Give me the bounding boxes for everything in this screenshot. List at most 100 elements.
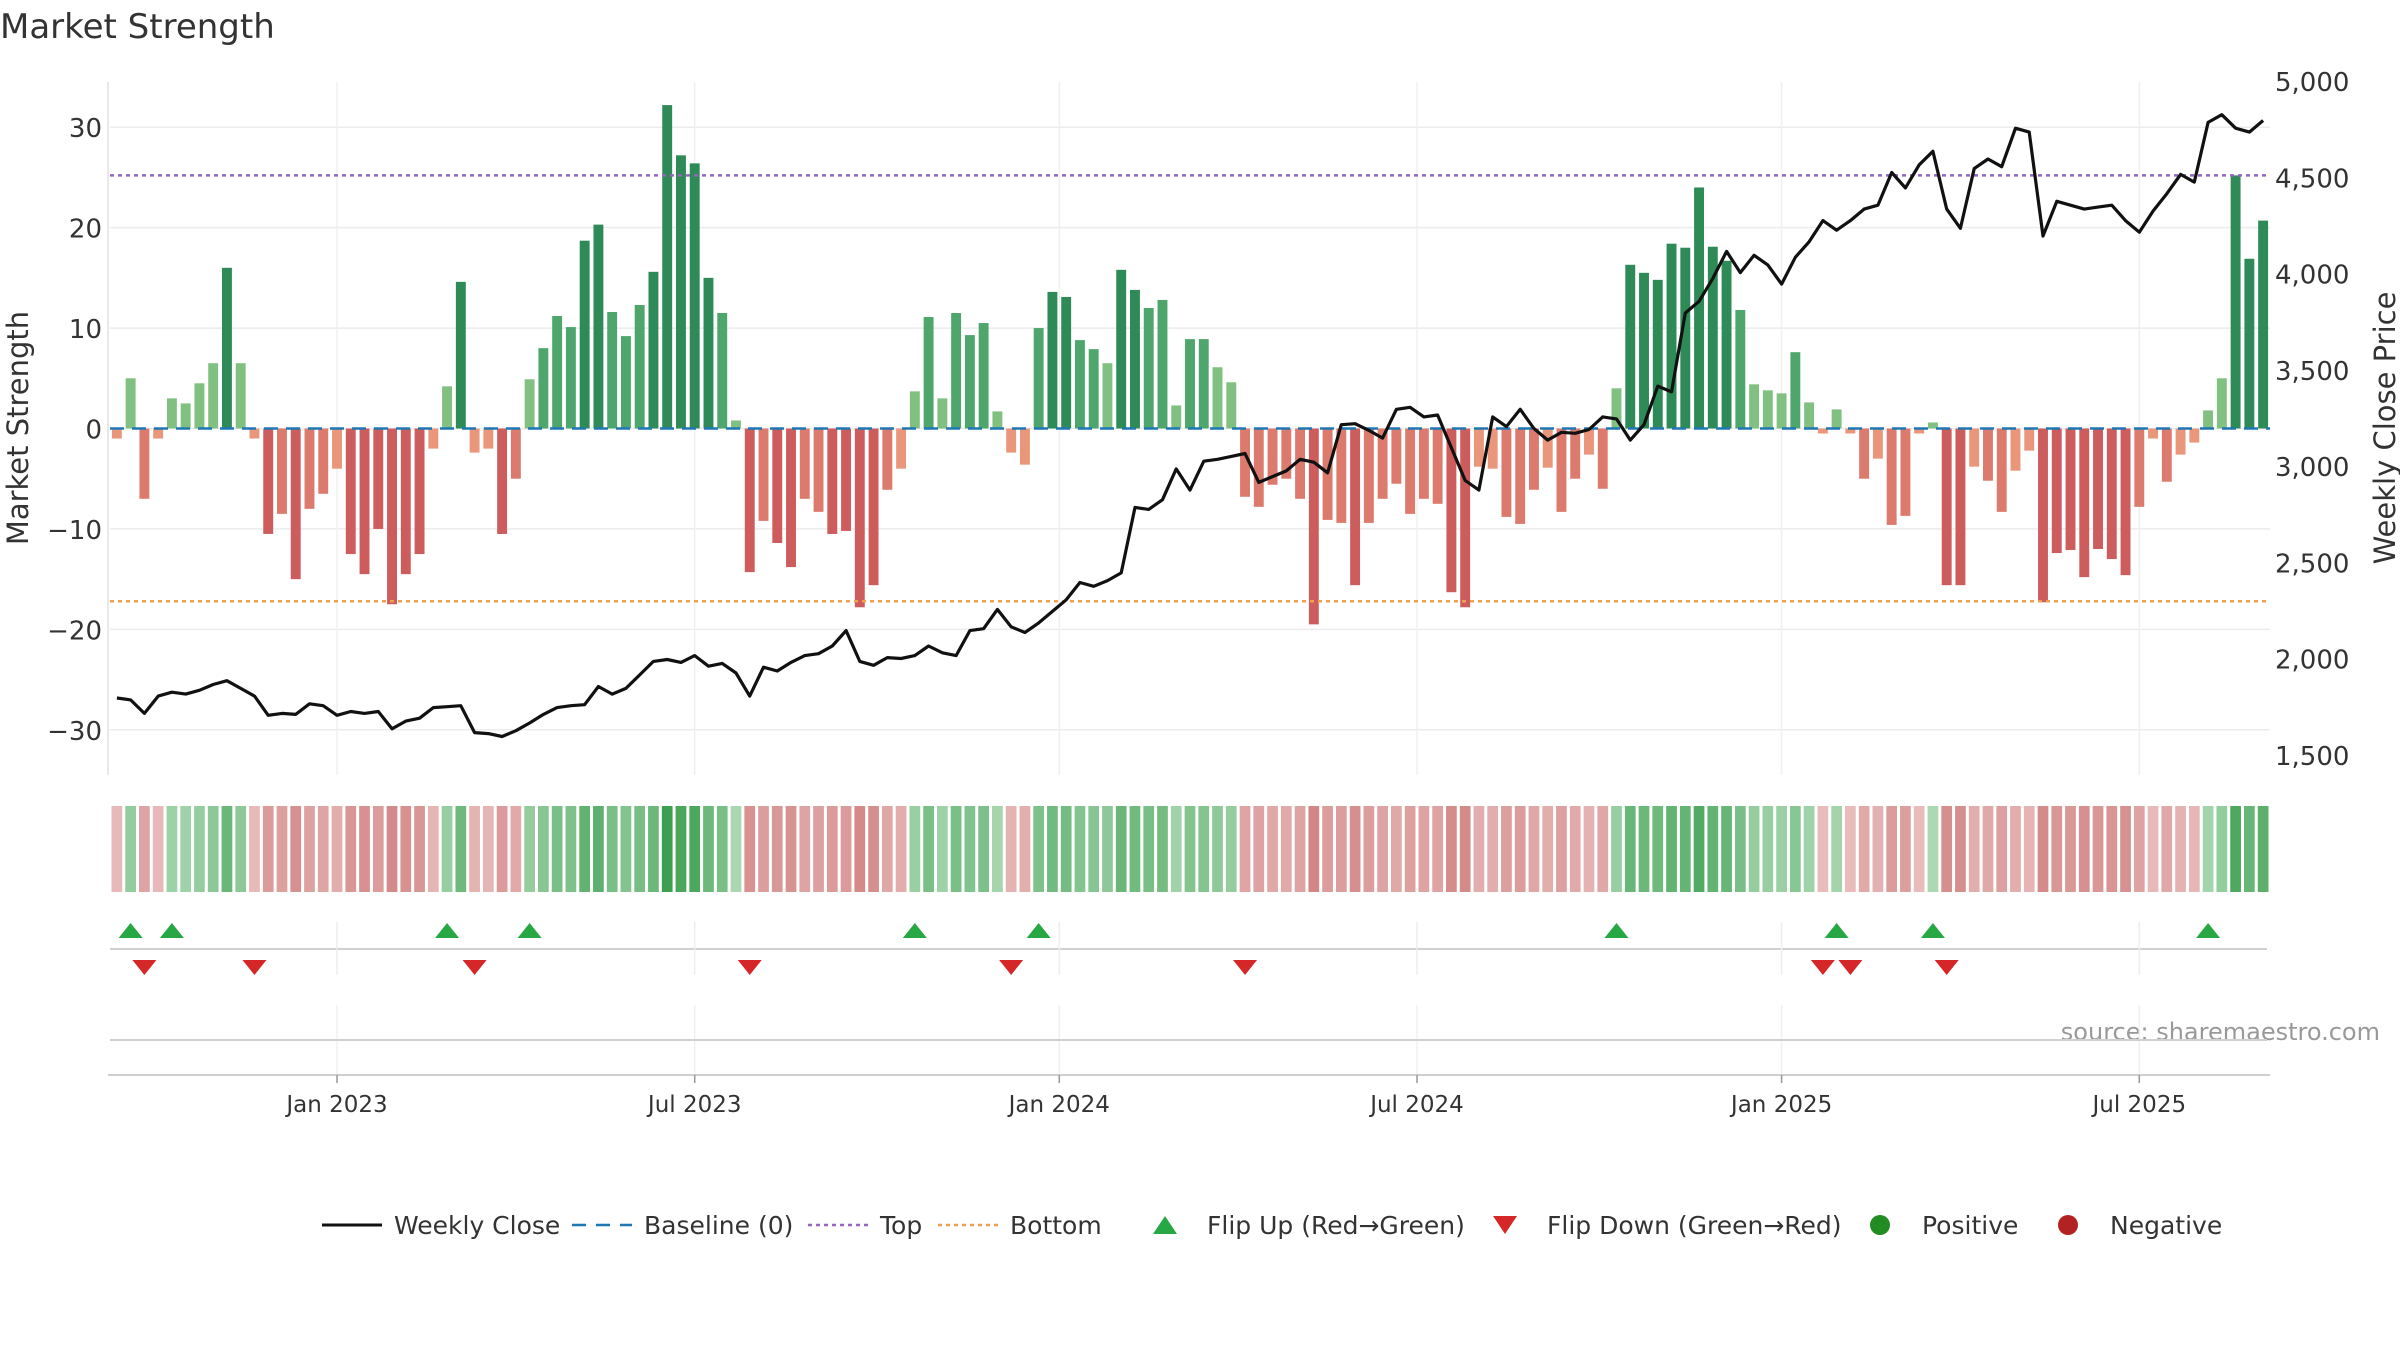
strip-cell <box>1115 806 1127 892</box>
strip-cell <box>524 806 535 892</box>
strength-bar <box>744 428 755 573</box>
strength-bar <box>1130 289 1140 429</box>
strip-cell <box>661 806 673 892</box>
strip-cell <box>579 806 591 892</box>
y2-axis-label: Weekly Close Price <box>2368 292 2400 565</box>
strength-bar <box>1804 402 1815 429</box>
flip-down-marker <box>1838 960 1863 975</box>
strength-bar <box>2189 428 2200 443</box>
strip-cell <box>2023 806 2035 892</box>
strip-cell <box>1391 806 1402 892</box>
strength-bar <box>1597 428 1608 489</box>
strip-cell <box>249 806 260 892</box>
strip-cell <box>1776 806 1787 892</box>
strip-cell <box>881 806 893 892</box>
strip-cell <box>1789 806 1801 892</box>
strength-bar <box>868 428 879 586</box>
strength-bar <box>1845 428 1856 434</box>
strip-cell <box>1363 806 1375 892</box>
strip-cell <box>469 806 480 892</box>
strip-cell <box>634 806 646 892</box>
strength-bar <box>1900 428 1911 516</box>
strength-bar <box>2079 428 2090 578</box>
legend-label: Baseline (0) <box>644 1211 793 1240</box>
strength-bar <box>483 428 494 449</box>
flip-up-marker <box>902 923 927 938</box>
legend-swatch <box>1870 1215 1890 1235</box>
strip-cell <box>1707 806 1719 892</box>
strength-bar <box>538 348 549 429</box>
flip-up-marker <box>517 923 542 938</box>
strength-bar <box>1088 349 1099 429</box>
strength-bar <box>951 313 962 429</box>
legend-item-close: Weekly Close <box>322 1211 560 1240</box>
strip-cell <box>565 806 577 892</box>
legend-item-top: Top <box>808 1211 922 1240</box>
strip-cell <box>1666 806 1677 892</box>
strip-cell <box>2230 806 2241 892</box>
strip-cell <box>1803 806 1815 892</box>
strip-cell <box>1762 806 1774 892</box>
strength-bar <box>111 428 122 439</box>
legend-item-flip_up: Flip Up (Red→Green) <box>1153 1211 1465 1240</box>
strength-bar <box>428 428 439 449</box>
strength-bar <box>1996 428 2007 512</box>
strip-cell <box>221 806 233 892</box>
legend-label: Positive <box>1922 1211 2018 1240</box>
strength-bar <box>937 398 948 429</box>
strength-bar <box>648 271 659 429</box>
reference-lines <box>110 174 2270 603</box>
strip-cell <box>1418 806 1430 892</box>
strip-cell <box>936 806 948 892</box>
flip-down-marker <box>1934 960 1959 975</box>
strength-bar <box>1790 352 1801 429</box>
legend-label: Weekly Close <box>394 1211 560 1240</box>
strip-cell <box>2175 806 2186 892</box>
strength-bar <box>1859 428 1870 479</box>
strip-cell <box>1157 806 1168 892</box>
strength-bar <box>1749 384 1760 429</box>
strip-cell <box>1955 806 1966 892</box>
strength-bar <box>2120 428 2131 576</box>
strip-cell <box>1597 806 1609 892</box>
strip-cell <box>1996 806 2008 892</box>
strip-cell <box>1858 806 1870 892</box>
strength-bar <box>1253 428 1264 507</box>
strength-bar <box>2093 428 2103 550</box>
strip-cell <box>1886 806 1898 892</box>
strength-bar <box>1914 428 1925 434</box>
strip-cell <box>331 806 343 892</box>
strength-bar <box>552 316 563 429</box>
strength-bar <box>1501 428 1512 517</box>
weekly-close-line <box>116 113 2265 739</box>
y-tick-label: 30 <box>69 114 102 144</box>
strip-cell <box>2010 806 2021 892</box>
strength-bar <box>1473 428 1484 467</box>
strength-bar <box>1391 428 1402 484</box>
y-tick-label: 10 <box>69 315 102 345</box>
strength-bar <box>813 428 824 512</box>
strip-cell <box>758 806 769 892</box>
strength-bar <box>194 383 205 429</box>
strip-cell <box>441 806 453 892</box>
strength-bar <box>510 428 521 479</box>
strip-cell <box>648 806 659 892</box>
legend: Weekly Close Baseline (0) Top Bottom Flip Up… <box>322 1211 2222 1240</box>
strength-bar <box>1226 382 1237 429</box>
strength-bar <box>1556 428 1567 512</box>
strength-bar <box>1927 422 1938 429</box>
strength-bar <box>1694 187 1704 429</box>
strip-cell <box>1721 806 1732 892</box>
strip-cell <box>909 806 921 892</box>
strength-bar <box>1157 299 1168 429</box>
strip-cell <box>427 806 439 892</box>
strip-cell <box>304 806 315 892</box>
strip-cell <box>1872 806 1884 892</box>
strength-bar <box>1625 264 1636 429</box>
strip-cell <box>152 806 164 892</box>
strip-cell <box>1267 806 1278 892</box>
flip-up-marker <box>1026 923 1051 938</box>
strength-bar <box>2230 175 2241 429</box>
strength-bar <box>1143 307 1154 429</box>
